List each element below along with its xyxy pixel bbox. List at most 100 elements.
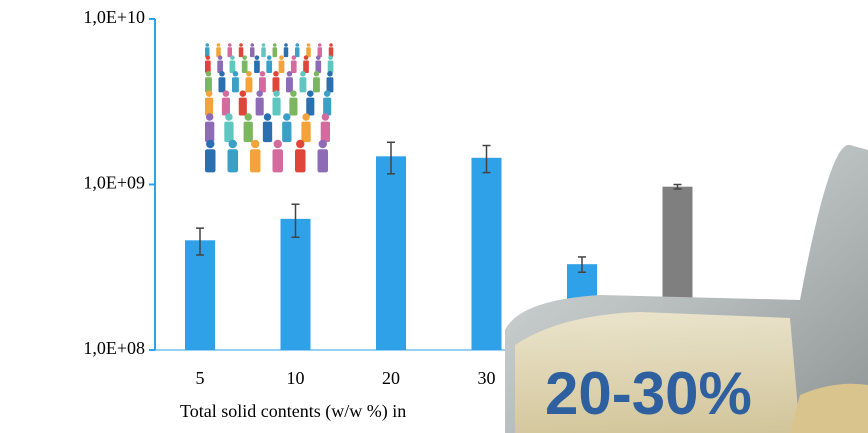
person [241,55,248,73]
person [278,55,285,73]
body [255,97,264,116]
person [326,71,334,93]
head [205,43,210,47]
head [300,71,306,77]
body [326,77,334,93]
body [295,149,306,173]
body [218,77,226,93]
body [327,60,334,73]
head [284,43,288,47]
head [230,55,235,60]
x-tick-label: 5 [196,368,205,388]
x-tick-label: 30 [478,368,496,388]
person [205,139,216,173]
body [241,60,248,73]
head [323,90,331,97]
body [266,60,273,73]
body [303,60,309,73]
person [320,113,331,143]
person [218,71,226,93]
head [283,113,291,121]
head [273,71,279,77]
head [329,43,333,47]
x-tick-label: 10 [287,368,305,388]
head [261,43,266,47]
head [273,90,280,97]
head [205,55,211,60]
person [229,55,236,73]
body [205,60,211,73]
head [219,71,225,77]
head [286,71,293,77]
person [216,43,221,58]
person [272,90,281,116]
body [317,149,328,173]
powder-photo: 20-30% [505,144,868,433]
head [246,71,252,77]
person [238,90,247,116]
body [227,149,238,173]
body [221,97,230,116]
person [272,43,277,58]
head [216,43,221,47]
person [317,139,328,173]
person [317,43,322,58]
body [328,47,334,58]
body [205,121,215,143]
head [295,43,300,47]
body [217,60,223,73]
person [262,113,273,143]
head [205,90,213,97]
person [250,139,261,173]
bar [185,240,215,350]
person [283,43,289,58]
body [295,47,300,58]
person [259,71,266,93]
person [205,71,212,93]
body [301,121,311,143]
person [243,113,253,143]
person [224,113,234,143]
head [251,139,260,149]
bar [280,218,311,350]
head [217,55,223,60]
head [227,43,232,47]
head [250,43,255,47]
body [272,47,277,58]
person [299,71,307,93]
body [320,121,331,143]
head [328,55,333,60]
body [289,97,298,116]
head [263,113,272,121]
person [303,55,309,73]
head [259,71,266,77]
body [238,97,247,116]
head [239,43,243,47]
head [256,90,263,97]
person [238,43,244,58]
head [239,90,247,97]
head [273,139,282,149]
person [323,90,332,116]
head [205,113,214,121]
head [222,90,230,97]
head [327,71,333,77]
body [245,77,253,93]
plot: 1,0E+08 1,0E+09 1,0E+10 5 10 20 30 [83,7,860,388]
x-tick-label: 20 [382,368,400,388]
head [272,43,277,47]
person [301,113,311,143]
person [254,55,260,73]
person [205,113,215,143]
body [254,60,260,73]
person [282,113,292,143]
head [296,139,305,149]
person [328,43,334,58]
person [313,71,320,93]
person [255,90,264,116]
body [315,60,322,73]
person [306,43,311,58]
head [232,71,239,77]
body [205,149,216,173]
person [295,43,300,58]
